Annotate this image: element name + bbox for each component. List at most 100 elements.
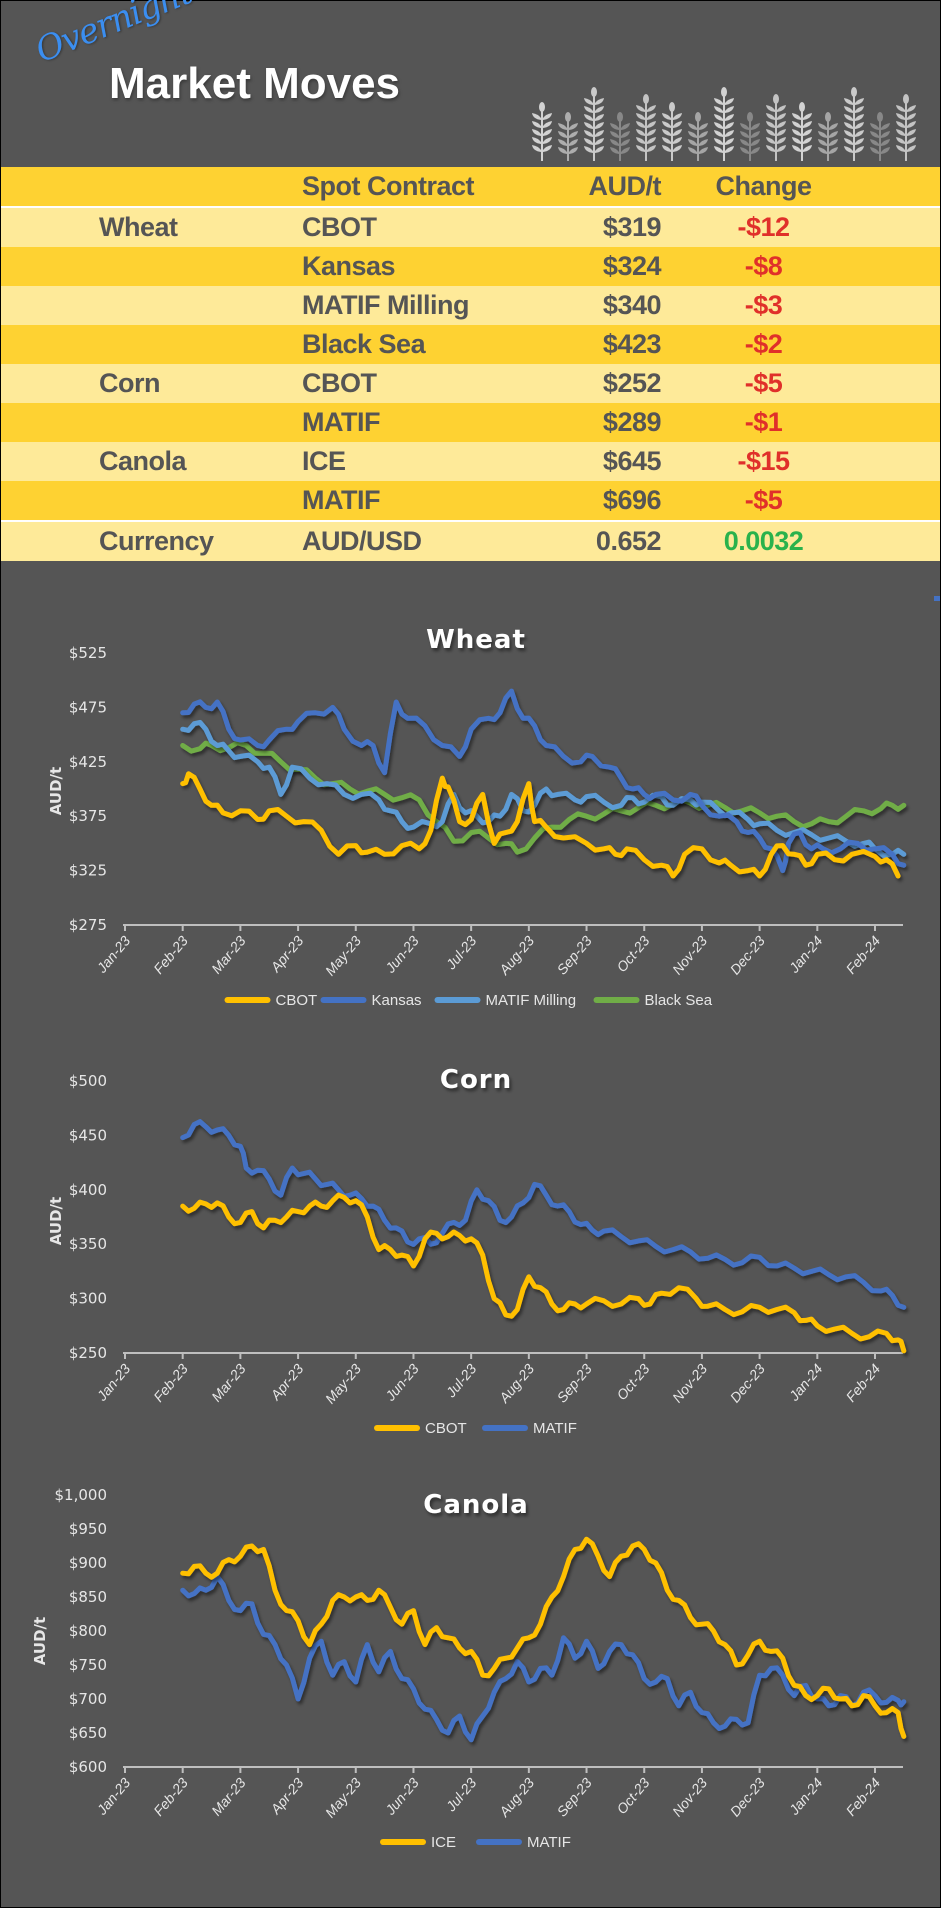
y-tick-label: $750 [69, 1656, 107, 1674]
x-tick-label: Dec-23 [727, 1360, 768, 1405]
price-value: $645 [602, 446, 662, 476]
change-value: -$5 [744, 368, 783, 398]
commodity-label: Corn [99, 368, 161, 398]
wheat-chart: Wheat $275 $325 $375 $425 $475 $525 AUD/t Jan-23… [1, 601, 940, 1031]
y-tick-label: $850 [69, 1588, 107, 1606]
x-tick-label: Feb-24 [843, 1360, 884, 1404]
page-title: Market Moves [109, 59, 401, 108]
y-tick-label: $400 [69, 1181, 107, 1199]
x-tick-label: Jun-23 [381, 1360, 422, 1404]
y-tick-label: $350 [69, 1235, 107, 1253]
x-tick-label: Oct-23 [613, 932, 652, 975]
canola-chart: Canola $600 $650 $700 $750 $800 $850 $900 $950 $1… [1, 1471, 940, 1891]
x-tick-label: Jan-23 [93, 1774, 134, 1818]
wheat-stalk-icon [792, 102, 812, 161]
wheat-stalk-icon [662, 102, 682, 161]
series-line-ice [180, 1536, 907, 1739]
contract-label: Black Sea [302, 329, 426, 359]
series-line-cbot [180, 1192, 907, 1354]
column-header-contract: Spot Contract [302, 171, 475, 201]
x-tick-label: Jun-23 [381, 932, 422, 976]
table-row: Kansas $324 -$8 [1, 247, 940, 286]
commodity-label: Wheat [99, 212, 178, 242]
table-header-row: Spot Contract AUD/t Change [1, 167, 940, 206]
price-table: Spot Contract AUD/t Change Wheat CBOT $319… [1, 167, 940, 561]
legend-label: Black Sea [645, 992, 713, 1009]
x-tick-label: Jul-23 [442, 1774, 480, 1814]
series-line-matif [180, 1119, 907, 1310]
price-value: $696 [602, 485, 662, 515]
x-tick-label: Feb-24 [843, 1774, 884, 1818]
x-tick-label: Mar-23 [208, 932, 249, 976]
price-value: $289 [602, 407, 662, 437]
x-tick-label: Dec-23 [727, 932, 768, 977]
y-tick-label: $250 [69, 1344, 107, 1362]
series-line-cbot [180, 771, 901, 879]
x-tick-label: May-23 [322, 932, 364, 978]
change-value: 0.0032 [723, 526, 804, 556]
wheat-stalk-icon [818, 112, 838, 161]
contract-label: ICE [302, 446, 346, 476]
x-tick-label: Jul-23 [442, 1360, 480, 1400]
x-tick-label: Sep-23 [554, 1360, 595, 1405]
x-tick-label: Mar-23 [208, 1360, 249, 1404]
change-value: -$2 [744, 329, 783, 359]
x-tick-label: Oct-23 [613, 1360, 652, 1403]
x-tick-label: Nov-23 [669, 1774, 710, 1819]
y-tick-label: $425 [69, 753, 107, 771]
x-tick-label: Apr-23 [267, 1360, 307, 1403]
x-tick-label: Sep-23 [554, 1774, 595, 1819]
column-header-change: Change [715, 171, 812, 201]
y-tick-label: $500 [69, 1072, 107, 1090]
table-row: MATIF $696 -$5 [1, 481, 940, 520]
price-value: $252 [602, 368, 662, 398]
x-tick-label: Jan-24 [785, 932, 826, 976]
series-line-matif-milling [180, 719, 907, 859]
change-value: -$1 [744, 407, 783, 437]
wheat-stalk-icon [688, 112, 708, 161]
change-value: -$5 [744, 485, 783, 515]
change-value: -$12 [737, 212, 790, 242]
chart-title: Canola [423, 1490, 528, 1520]
table-row: Canola ICE $645 -$15 [1, 442, 940, 481]
wheat-stalk-icon [584, 87, 604, 161]
price-value: $423 [602, 329, 662, 359]
table-row: Currency AUD/USD 0.652 0.0032 [1, 520, 940, 561]
x-tick-label: Feb-23 [150, 1774, 191, 1818]
table-row: Corn CBOT $252 -$5 [1, 364, 940, 403]
contract-label: MATIF [302, 407, 380, 437]
y-tick-label: $1,000 [55, 1486, 108, 1504]
wheat-stalk-icon [740, 112, 760, 161]
x-tick-label: Jan-23 [93, 1360, 134, 1404]
table-body: Wheat CBOT $319 -$12 Kansas $324 -$8 MATIF Mill… [1, 206, 940, 561]
table-row: Black Sea $423 -$2 [1, 325, 940, 364]
wheat-stalk-icon [610, 112, 630, 161]
y-axis-label: AUD/t [47, 1197, 65, 1245]
price-value: 0.652 [595, 526, 662, 556]
commodity-label: Canola [99, 446, 187, 476]
wheat-stalk-icon [844, 87, 864, 161]
wheat-stalk-icon [636, 94, 656, 161]
legend-label: MATIF [533, 1420, 577, 1437]
column-header-price: AUD/t [588, 171, 662, 201]
series-line-kansas [180, 688, 907, 874]
x-tick-label: Feb-24 [843, 932, 884, 976]
x-tick-label: Mar-23 [208, 1774, 249, 1818]
x-tick-label: Oct-23 [613, 1774, 652, 1817]
x-tick-label: Jan-24 [785, 1774, 826, 1818]
contract-label: CBOT [302, 212, 377, 242]
x-tick-label: Apr-23 [267, 1774, 307, 1817]
y-axis-label: AUD/t [47, 767, 65, 815]
wheat-stalk-icon [714, 87, 734, 161]
x-tick-label: Aug-23 [495, 1360, 537, 1406]
legend-label: MATIF [527, 1834, 571, 1851]
chart-title: Wheat [426, 625, 526, 655]
y-tick-label: $650 [69, 1724, 107, 1742]
y-tick-label: $450 [69, 1126, 107, 1144]
x-tick-label: Feb-23 [150, 1360, 191, 1404]
table-row: Wheat CBOT $319 -$12 [1, 206, 940, 247]
chart-title: Corn [440, 1065, 512, 1095]
y-tick-label: $900 [69, 1554, 107, 1572]
x-tick-label: Jan-24 [785, 1360, 826, 1404]
y-tick-label: $800 [69, 1622, 107, 1640]
